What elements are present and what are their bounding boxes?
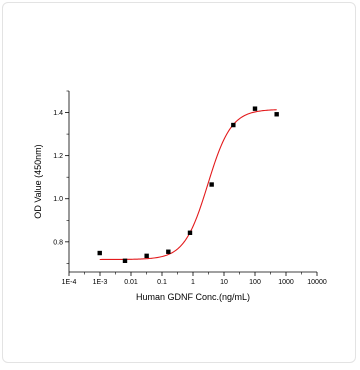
data-point bbox=[166, 249, 171, 254]
fit-curve bbox=[99, 109, 277, 261]
x-tick-label: 0.1 bbox=[157, 279, 167, 286]
data-point bbox=[144, 253, 149, 259]
data-point bbox=[252, 106, 258, 111]
data-point bbox=[97, 250, 102, 256]
x-tick-label: 10 bbox=[220, 279, 228, 286]
x-axis-title: Human GDNF Conc.(ng/mL) bbox=[136, 292, 250, 302]
data-points-layer bbox=[97, 106, 279, 263]
dose-response-chart: 1E-4 1E-3 0.01 0.1 1 10 100 1000 10000 0.8 1.0 1.2 1… bbox=[33, 90, 327, 302]
data-point bbox=[187, 230, 193, 235]
data-point bbox=[231, 122, 236, 128]
fit-curve-layer bbox=[99, 109, 277, 261]
y-tick-label: 1.0 bbox=[53, 196, 63, 203]
x-tick-label: 100 bbox=[249, 279, 261, 286]
data-point bbox=[122, 258, 128, 263]
y-tick-label: 0.8 bbox=[53, 239, 63, 246]
data-point bbox=[209, 182, 214, 187]
x-tick-label: 1E-4 bbox=[62, 279, 77, 286]
axes: 1E-4 1E-3 0.01 0.1 1 10 100 1000 10000 0.8 1.0 1.2 1… bbox=[53, 90, 327, 286]
y-axis-title: OD Value (450nm) bbox=[33, 144, 43, 218]
chart-frame: 1E-4 1E-3 0.01 0.1 1 10 100 1000 10000 0.8 1.0 1.2 1… bbox=[2, 2, 356, 363]
x-tick-label: 10000 bbox=[307, 279, 327, 286]
data-point bbox=[274, 112, 279, 117]
x-tick-label: 1 bbox=[191, 279, 195, 286]
x-tick-label: 1000 bbox=[278, 279, 294, 286]
x-tick-label: 0.01 bbox=[124, 279, 138, 286]
x-tick-label: 1E-3 bbox=[93, 279, 108, 286]
y-tick-label: 1.2 bbox=[53, 153, 63, 160]
y-tick-label: 1.4 bbox=[53, 110, 63, 117]
